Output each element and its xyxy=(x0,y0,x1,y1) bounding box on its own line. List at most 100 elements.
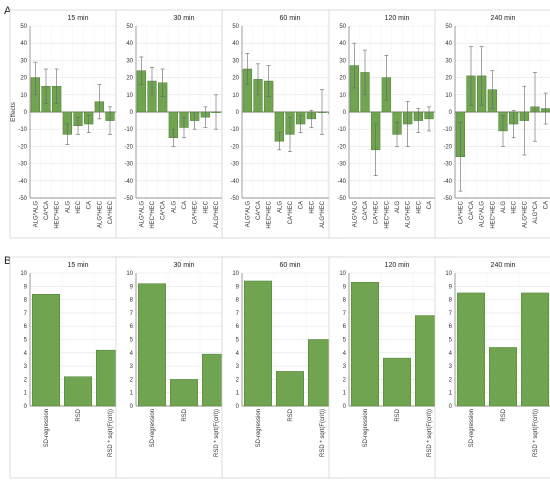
chart-title: 15 min xyxy=(67,15,88,22)
y-tick-label: 9 xyxy=(236,284,240,290)
y-tick-label: 5 xyxy=(343,338,347,344)
category-label: ALG*ALG xyxy=(139,201,145,228)
category-label: ALG xyxy=(501,201,507,213)
y-tick-label: -30 xyxy=(124,162,133,168)
category-label: CA*CA xyxy=(44,201,50,220)
y-tick-label: 10 xyxy=(20,93,27,99)
y-tick-label: -50 xyxy=(337,196,346,202)
category-label: CA xyxy=(427,201,433,209)
category-label: ALG*ALG xyxy=(245,201,251,228)
y-tick-label: 8 xyxy=(24,298,28,304)
y-tick-label: 2 xyxy=(343,377,347,383)
y-tick-label: 7 xyxy=(236,311,240,317)
chart-a-4: 120 min -50 -40 -30 -20 -10 0 10 20 30 40 50 ALG*ALG… xyxy=(328,9,450,239)
y-tick-label: -10 xyxy=(337,127,346,133)
category-label: ALG*ALG xyxy=(352,201,358,228)
category-label: HEC*HEC xyxy=(384,200,390,228)
y-tick-label: 0 xyxy=(343,404,347,410)
y-tick-label: 1 xyxy=(343,391,347,397)
charts-group: 15 min-50-40-30-20-1001020304050EffectsA… xyxy=(9,9,550,479)
y-tick-label: 30 xyxy=(126,58,133,64)
chart-a-1: 15 min -50 -40 -30 -20 -10 0 10 20 30 40 50 Effects A… xyxy=(9,9,131,239)
category-label: CA*HEC xyxy=(374,200,380,224)
category-label: HEC xyxy=(76,200,82,213)
y-tick-label: 5 xyxy=(24,338,28,344)
y-tick-label: 10 xyxy=(339,93,346,99)
y-tick-label: 8 xyxy=(130,298,134,304)
y-tick-label: -30 xyxy=(230,162,239,168)
chart-title: 120 min xyxy=(385,262,410,269)
bar xyxy=(456,292,486,407)
y-tick-label: 2 xyxy=(236,377,240,383)
y-tick-label: 10 xyxy=(339,271,346,277)
y-tick-label: 50 xyxy=(126,24,133,30)
bar xyxy=(520,292,550,407)
chart-title: 240 min xyxy=(491,15,516,22)
y-tick-label: 30 xyxy=(339,58,346,64)
y-tick-label: 30 xyxy=(20,58,27,64)
category-label: RSD * sqrt(F(crit)) xyxy=(320,409,326,457)
category-label: CA*HEC xyxy=(193,200,199,224)
y-tick-label: 40 xyxy=(126,41,133,47)
category-label: ALG*ALG xyxy=(33,201,39,228)
y-tick-label: 3 xyxy=(24,364,28,370)
bar xyxy=(382,357,412,407)
y-tick-label: 4 xyxy=(24,351,28,357)
category-label: CA*HEC xyxy=(288,200,294,224)
y-tick-label: -20 xyxy=(337,144,346,150)
y-tick-label: 9 xyxy=(343,284,347,290)
y-tick-label: 2 xyxy=(130,377,134,383)
category-label: SD-regression xyxy=(44,409,50,447)
category-label: HEC*HEC xyxy=(490,200,496,228)
y-tick-label: 6 xyxy=(24,324,28,330)
y-tick-label: 5 xyxy=(130,338,134,344)
category-label: CA xyxy=(299,201,305,209)
y-tick-label: 7 xyxy=(343,311,347,317)
category-label: ALG*CA xyxy=(533,201,539,224)
bar xyxy=(275,371,305,407)
y-tick-label: 9 xyxy=(449,284,453,290)
y-tick-label: 6 xyxy=(130,324,134,330)
y-tick-label: 10 xyxy=(20,271,27,277)
y-tick-label: 9 xyxy=(24,284,28,290)
y-tick-label: -20 xyxy=(230,144,239,150)
category-label: RSD * sqrt(F(crit)) xyxy=(108,409,114,457)
y-tick-label: 10 xyxy=(232,93,239,99)
y-tick-label: 6 xyxy=(449,324,453,330)
category-label: CA*CA xyxy=(256,201,262,220)
chart-a-5: 240 min -50 -40 -30 -20 -10 0 10 20 30 40 50 CA*HEC C… xyxy=(434,9,550,239)
y-tick-label: -30 xyxy=(18,162,27,168)
y-tick-label: -20 xyxy=(18,144,27,150)
category-label: CA*HEC xyxy=(458,200,464,224)
y-tick-label: 2 xyxy=(449,377,453,383)
category-label: RSD xyxy=(182,408,188,421)
category-label: ALG xyxy=(171,201,177,213)
y-tick-label: 0 xyxy=(24,404,28,410)
chart-b-3: 60 min 0 1 2 3 4 5 6 7 8 9 10 SD-regression RSD RSD * … xyxy=(221,256,343,479)
y-tick-label: 0 xyxy=(130,404,134,410)
category-label: HEC*HEC xyxy=(55,200,61,228)
y-tick-label: 0 xyxy=(236,404,240,410)
y-tick-label: 1 xyxy=(449,391,453,397)
bar xyxy=(31,294,61,407)
category-label: CA*CA xyxy=(469,201,475,220)
y-tick-label: 30 xyxy=(445,58,452,64)
y-tick-label: 40 xyxy=(232,41,239,47)
category-label: ALG*HEC xyxy=(97,200,103,228)
y-tick-label: -50 xyxy=(230,196,239,202)
category-label: ALG*HEC xyxy=(406,200,412,228)
y-tick-label: -40 xyxy=(124,179,133,185)
y-tick-label: 40 xyxy=(20,41,27,47)
y-tick-label: -10 xyxy=(18,127,27,133)
category-label: SD-regression xyxy=(150,409,156,447)
category-label: RSD * sqrt(F(crit)) xyxy=(427,409,433,457)
y-tick-label: 30 xyxy=(232,58,239,64)
y-tick-label: 0 xyxy=(449,110,453,116)
y-tick-label: -40 xyxy=(337,179,346,185)
y-tick-label: 4 xyxy=(449,351,453,357)
y-tick-label: 50 xyxy=(339,24,346,30)
y-tick-label: 1 xyxy=(130,391,134,397)
panel-label-b: B xyxy=(4,255,11,267)
